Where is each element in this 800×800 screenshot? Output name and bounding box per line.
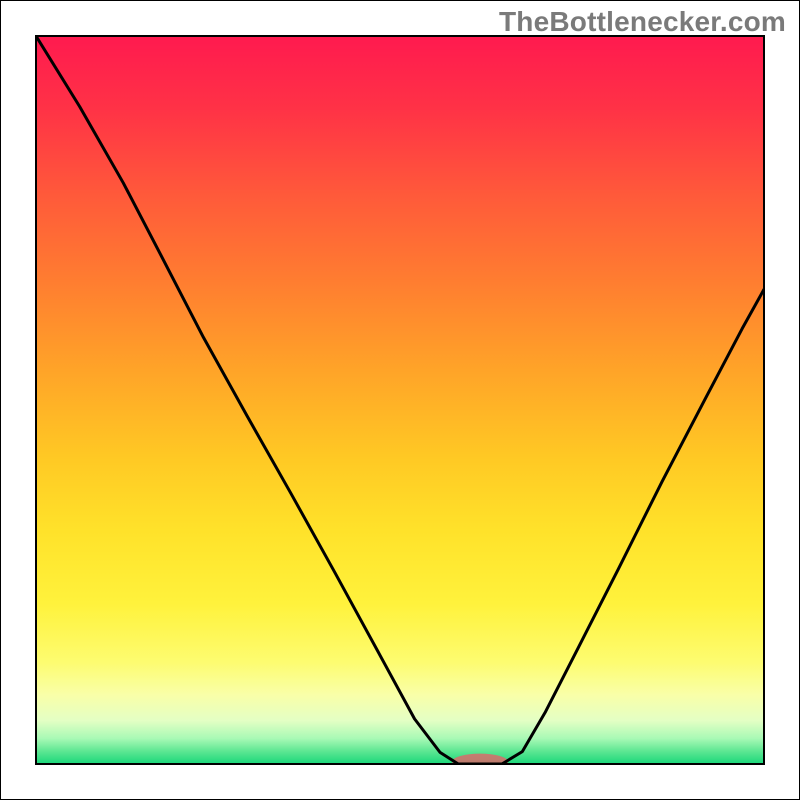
chart-svg xyxy=(0,0,800,800)
watermark-text: TheBottlenecker.com xyxy=(499,6,786,38)
bottleneck-chart: TheBottlenecker.com xyxy=(0,0,800,800)
chart-gradient-background xyxy=(36,36,764,764)
